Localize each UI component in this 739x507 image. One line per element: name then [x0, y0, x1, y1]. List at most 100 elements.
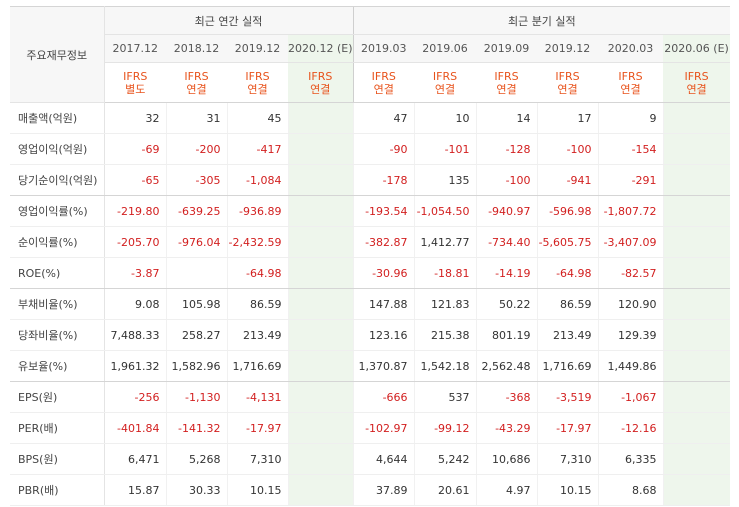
- accounting-standard: IFRS: [432, 69, 458, 83]
- value-cell: -941: [536, 164, 599, 196]
- consolidation-type: 연결: [247, 82, 268, 96]
- value-cell: 32: [103, 102, 166, 134]
- value-cell: [287, 350, 354, 382]
- value-cell: 47: [352, 102, 415, 134]
- accounting-standard: IFRS: [684, 69, 709, 83]
- period-annual: 2017.12: [104, 34, 166, 63]
- value-cell: -936.89: [226, 195, 288, 227]
- value-cell: [662, 474, 731, 506]
- value-cell: 135: [413, 164, 477, 196]
- value-cell: -128: [475, 133, 538, 165]
- accounting-standard: IFRS: [494, 69, 519, 83]
- accounting-quarter: IFRS 연결: [352, 62, 415, 103]
- value-cell: 1,582.96: [165, 350, 227, 382]
- accounting-annual: IFRS 연결: [166, 62, 227, 103]
- value-cell: 4.97: [475, 474, 538, 506]
- value-cell: 14: [475, 102, 538, 134]
- value-cell: -82.57: [597, 257, 664, 289]
- value-cell: 10.15: [226, 474, 288, 506]
- value-cell: -18.81: [413, 257, 477, 289]
- value-cell: 31: [165, 102, 227, 134]
- value-cell: 120.90: [597, 288, 664, 320]
- value-cell: 17: [536, 102, 599, 134]
- table-row: 영업이익(억원) -69 -200 -417 -90 -101 -128 -100 -154: [10, 133, 731, 165]
- table-row: EPS(원) -256 -1,130 -4,131 -666 537 -368 -3,519-…: [10, 381, 731, 413]
- accounting-standard: IFRS: [184, 69, 209, 83]
- row-label: 매출액(억원): [10, 102, 105, 134]
- accounting-annual: IFRS 연결: [227, 62, 288, 103]
- value-cell: [662, 288, 731, 320]
- value-cell: -940.97: [475, 195, 538, 227]
- value-cell: 7,310: [226, 443, 288, 475]
- row-label: 부채비율(%): [10, 288, 105, 320]
- value-cell: -734.40: [475, 226, 538, 258]
- value-cell: -639.25: [165, 195, 227, 227]
- value-cell: -69: [103, 133, 166, 165]
- table-header: 주요재무정보 최근 연간 실적 최근 분기 실적 2017.12 2018.12 2…: [10, 6, 731, 103]
- value-cell: [287, 226, 354, 258]
- value-cell: -219.80: [103, 195, 166, 227]
- accounting-quarter: IFRS 연결: [476, 62, 538, 103]
- value-cell: 2,562.48: [475, 350, 538, 382]
- value-cell: 258.27: [165, 319, 227, 351]
- period-quarter: 2020.03: [598, 34, 664, 63]
- period-quarter: 2019.12: [537, 34, 599, 63]
- value-cell: -100: [475, 164, 538, 196]
- accounting-annual: IFRS 연결: [288, 62, 354, 103]
- value-cell: -64.98: [536, 257, 599, 289]
- corner-label: 주요재무정보: [10, 6, 105, 103]
- accounting-standard: IFRS: [245, 69, 270, 83]
- consolidation-type: 연결: [186, 82, 207, 96]
- value-cell: [165, 257, 227, 289]
- period-quarter: 2019.06: [414, 34, 477, 63]
- accounting-standard: IFRS: [618, 69, 643, 83]
- value-cell: [287, 474, 354, 506]
- value-cell: -3,407.09: [597, 226, 664, 258]
- value-cell: -178: [352, 164, 415, 196]
- value-cell: [662, 350, 731, 382]
- row-label: PER(배): [10, 412, 105, 444]
- row-label: 당기순이익(억원): [10, 164, 105, 196]
- value-cell: -200: [165, 133, 227, 165]
- accounting-quarter: IFRS 연결: [663, 62, 731, 103]
- financial-summary-table: 주요재무정보 최근 연간 실적 최근 분기 실적 2017.12 2018.12 2…: [10, 6, 731, 506]
- value-cell: -1,067: [597, 381, 664, 413]
- value-cell: 45: [226, 102, 288, 134]
- value-cell: 15.87: [103, 474, 166, 506]
- value-cell: -368: [475, 381, 538, 413]
- group-header-annual: 최근 연간 실적: [104, 6, 354, 35]
- value-cell: -417: [226, 133, 288, 165]
- value-cell: -666: [352, 381, 415, 413]
- value-cell: [287, 195, 354, 227]
- table-row: 당기순이익(억원) -65 -305 -1,084 -178 135 -100 -941 -29…: [10, 164, 731, 196]
- value-cell: -1,054.50: [413, 195, 477, 227]
- value-cell: 6,335: [597, 443, 664, 475]
- period-quarter: 2020.06 (E): [663, 34, 731, 63]
- accounting-standard: IFRS: [371, 69, 396, 83]
- value-cell: [662, 226, 731, 258]
- accounting-quarter: IFRS 연결: [414, 62, 477, 103]
- value-cell: 7,488.33: [103, 319, 166, 351]
- table-row: 매출액(억원) 32 31 45 47 10 14 17 9: [10, 102, 731, 134]
- accounting-standard: IFRS: [123, 69, 148, 83]
- value-cell: -43.29: [475, 412, 538, 444]
- value-cell: 30.33: [165, 474, 227, 506]
- value-cell: 1,370.87: [352, 350, 415, 382]
- value-cell: -64.98: [226, 257, 288, 289]
- row-label: BPS(원): [10, 443, 105, 475]
- value-cell: -5,605.75: [536, 226, 599, 258]
- row-label: PBR(배): [10, 474, 105, 506]
- value-cell: [662, 133, 731, 165]
- value-cell: [662, 319, 731, 351]
- row-label: 당좌비율(%): [10, 319, 105, 351]
- value-cell: -4,131: [226, 381, 288, 413]
- value-cell: 1,716.69: [536, 350, 599, 382]
- value-cell: [287, 443, 354, 475]
- value-cell: [662, 102, 731, 134]
- value-cell: -1,807.72: [597, 195, 664, 227]
- value-cell: 5,268: [165, 443, 227, 475]
- value-cell: 50.22: [475, 288, 538, 320]
- row-label: 유보율(%): [10, 350, 105, 382]
- value-cell: 9: [597, 102, 664, 134]
